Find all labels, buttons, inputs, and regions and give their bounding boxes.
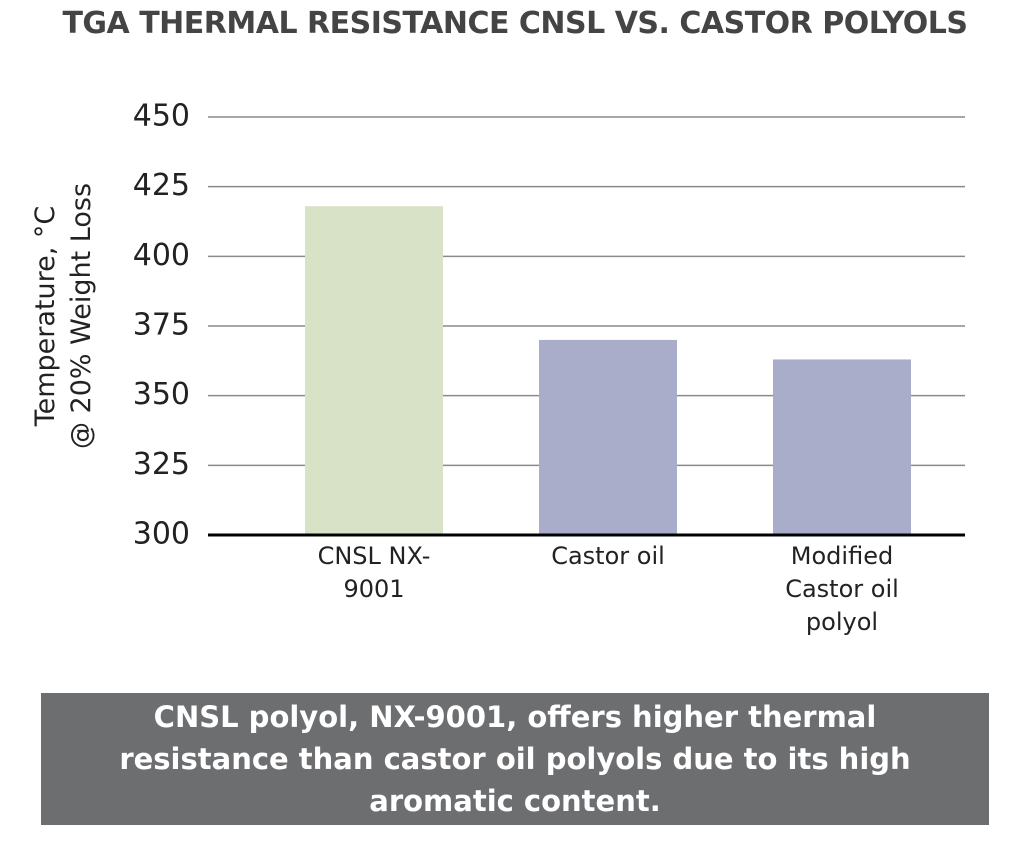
y-tick-label: 400 bbox=[133, 238, 190, 273]
y-axis-label: Temperature, °C @ 20% Weight Loss bbox=[28, 106, 100, 526]
y-tick-label: 350 bbox=[133, 377, 190, 412]
y-tick-label: 450 bbox=[133, 99, 190, 134]
x-tick-label: CNSL NX-9001 bbox=[317, 542, 431, 603]
y-tick-label: 375 bbox=[133, 308, 190, 343]
x-tick-label: Modified Castor oil polyol bbox=[785, 542, 899, 636]
annotation: CNSL polyol, NX-9001, offers higher ther… bbox=[41, 693, 989, 825]
chart-title: TGA THERMAL RESISTANCE CNSL VS. CASTOR P… bbox=[62, 6, 968, 41]
bar bbox=[539, 339, 677, 535]
bar bbox=[773, 359, 911, 535]
y-axis-label-line: @ 20% Weight Loss bbox=[66, 182, 97, 450]
y-tick-label: 325 bbox=[133, 447, 190, 482]
y-axis-label-line: Temperature, °C bbox=[30, 205, 61, 427]
x-tick-label: Castor oil bbox=[551, 542, 665, 570]
y-tick-label: 425 bbox=[133, 168, 190, 203]
y-tick-label: 300 bbox=[133, 517, 190, 552]
bar bbox=[305, 206, 443, 535]
